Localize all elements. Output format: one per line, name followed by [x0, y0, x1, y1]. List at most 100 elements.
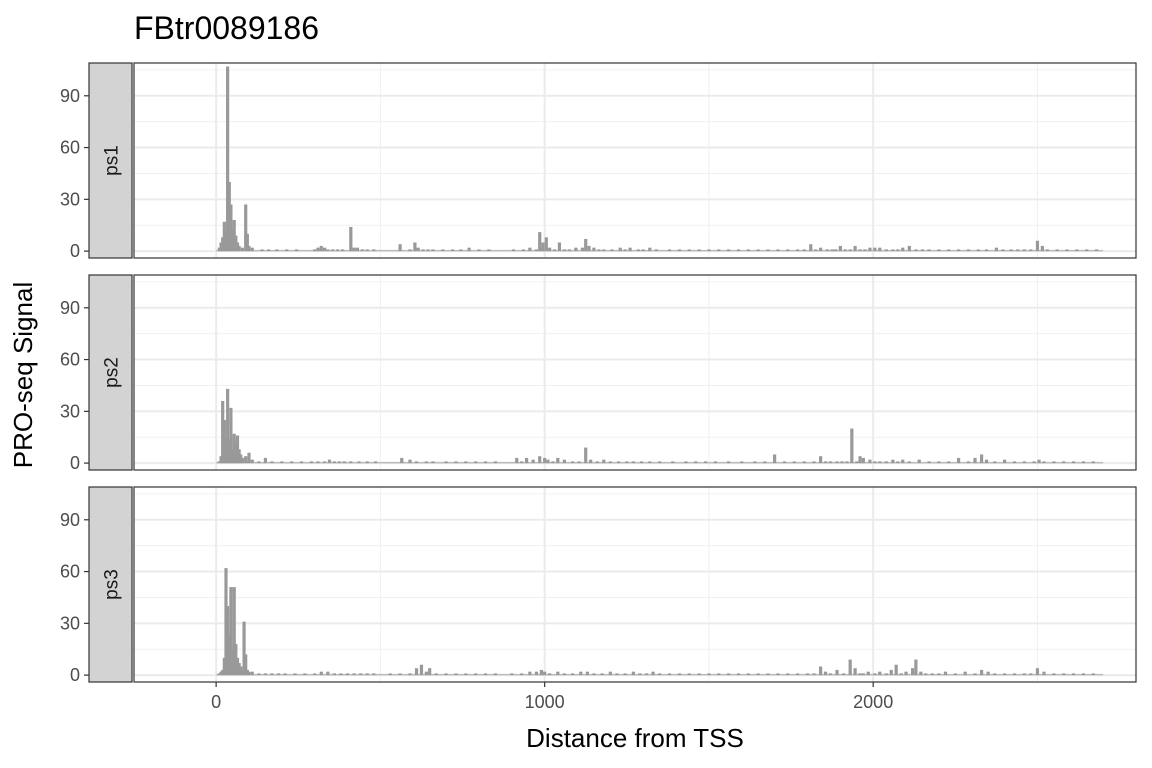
- bar: [229, 204, 233, 252]
- bar: [1002, 459, 1007, 464]
- bar: [623, 673, 627, 676]
- bar: [237, 245, 241, 252]
- bar: [245, 669, 249, 676]
- bar: [235, 242, 240, 252]
- bar: [753, 461, 757, 464]
- bar: [230, 449, 235, 464]
- bar: [493, 673, 497, 676]
- bar: [226, 388, 230, 464]
- bar: [707, 249, 711, 252]
- bar: [239, 454, 243, 464]
- bar: [283, 673, 287, 676]
- bar: [339, 673, 343, 676]
- bar: [819, 666, 823, 676]
- bar: [927, 461, 931, 464]
- bar: [979, 454, 984, 464]
- bar: [577, 461, 581, 464]
- bar: [853, 668, 857, 676]
- bar: [270, 673, 274, 676]
- bar: [756, 673, 760, 676]
- bar: [250, 671, 254, 676]
- bar: [833, 249, 837, 252]
- bar: [1081, 673, 1086, 676]
- y-tick-label: 90: [60, 510, 80, 530]
- bar: [290, 461, 294, 464]
- bar: [316, 247, 320, 252]
- bar: [861, 673, 865, 676]
- bar: [263, 457, 268, 464]
- bar: [454, 461, 458, 464]
- bar: [431, 249, 435, 252]
- bar: [299, 461, 304, 464]
- bar: [459, 249, 463, 252]
- bar: [746, 673, 750, 676]
- bar: [234, 235, 238, 252]
- bar: [850, 428, 854, 464]
- bar: [602, 459, 606, 464]
- bar: [579, 671, 583, 676]
- bar: [239, 666, 243, 676]
- bar: [809, 244, 813, 252]
- bar: [584, 239, 588, 252]
- bar: [1022, 461, 1026, 464]
- bar: [332, 461, 336, 464]
- bar: [628, 247, 632, 252]
- bar: [342, 461, 346, 464]
- bar: [1091, 673, 1095, 676]
- bar: [240, 457, 245, 464]
- bar: [858, 249, 862, 252]
- bar: [615, 673, 619, 676]
- bar: [631, 671, 635, 676]
- bar: [641, 249, 645, 252]
- bar: [408, 673, 412, 676]
- bar: [911, 668, 915, 676]
- x-tick-label: 0: [211, 692, 221, 712]
- bar: [697, 673, 701, 676]
- bar: [219, 456, 223, 464]
- bar: [979, 669, 984, 676]
- bar: [920, 249, 925, 252]
- bar: [303, 673, 307, 676]
- bar: [819, 247, 823, 252]
- bar: [677, 673, 681, 676]
- bar: [828, 461, 833, 464]
- bar: [937, 673, 941, 676]
- bar: [957, 249, 961, 252]
- bar: [973, 673, 977, 676]
- x-axis-ticks: 0 1000 2000: [211, 682, 893, 712]
- bar: [1040, 245, 1044, 252]
- bar: [623, 249, 627, 252]
- bar: [355, 247, 359, 252]
- bar: [349, 461, 353, 464]
- bar: [242, 621, 246, 676]
- bar: [1052, 673, 1056, 676]
- bar: [894, 664, 898, 676]
- bar: [316, 461, 320, 464]
- bar: [878, 247, 882, 252]
- bar: [648, 461, 652, 464]
- panel-ps3: ps3 0 30 60 90: [60, 486, 1137, 685]
- bar: [511, 249, 516, 252]
- strip-background: [88, 62, 133, 259]
- bar: [451, 249, 455, 252]
- bar: [863, 249, 867, 252]
- bar: [528, 671, 532, 676]
- bar: [746, 249, 750, 252]
- bar: [684, 461, 688, 464]
- bar: [221, 400, 225, 464]
- bar: [372, 673, 376, 676]
- bar: [805, 673, 810, 676]
- bar: [901, 459, 905, 464]
- bar: [858, 673, 862, 676]
- bar: [884, 461, 888, 464]
- bar: [727, 249, 731, 252]
- bar: [819, 456, 823, 464]
- bar: [322, 461, 327, 464]
- bar: [219, 242, 223, 252]
- bar: [1085, 249, 1089, 252]
- bar: [963, 671, 967, 676]
- bar: [776, 673, 780, 676]
- bar: [616, 461, 621, 464]
- bar: [644, 673, 649, 676]
- bar: [250, 247, 254, 252]
